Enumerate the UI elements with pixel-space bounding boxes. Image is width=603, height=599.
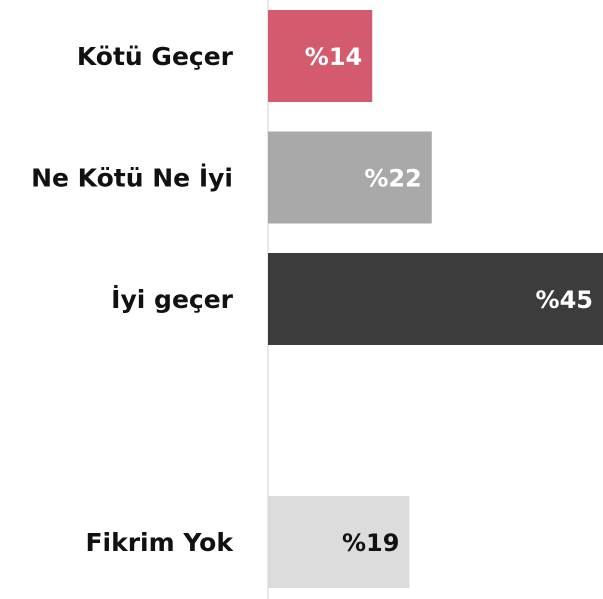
category-label: Kötü Geçer — [77, 42, 234, 71]
category-label: Ne Kötü Ne İyi — [31, 163, 233, 193]
bar — [268, 496, 410, 588]
value-label: %19 — [342, 529, 399, 557]
category-label: İyi geçer — [111, 284, 233, 314]
value-label: %14 — [305, 43, 362, 71]
bar — [268, 10, 373, 102]
value-label: %45 — [536, 286, 593, 314]
value-label: %22 — [364, 165, 421, 193]
bar — [268, 131, 432, 224]
category-label: Fikrim Yok — [85, 528, 234, 557]
bar — [268, 253, 603, 345]
